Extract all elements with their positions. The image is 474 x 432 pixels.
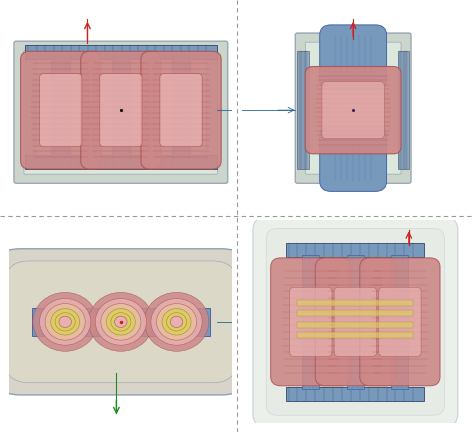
- Circle shape: [33, 292, 98, 351]
- FancyBboxPatch shape: [319, 127, 387, 191]
- Circle shape: [170, 316, 183, 327]
- Circle shape: [51, 308, 80, 335]
- FancyBboxPatch shape: [21, 51, 101, 169]
- Circle shape: [106, 308, 136, 335]
- Circle shape: [39, 299, 91, 345]
- FancyBboxPatch shape: [39, 73, 82, 147]
- FancyBboxPatch shape: [160, 73, 202, 147]
- Bar: [347, 255, 364, 389]
- FancyBboxPatch shape: [319, 25, 387, 90]
- FancyBboxPatch shape: [271, 258, 351, 386]
- FancyBboxPatch shape: [253, 216, 458, 427]
- Bar: [298, 310, 413, 316]
- Bar: [25, 55, 36, 157]
- Bar: [302, 255, 319, 389]
- Circle shape: [162, 308, 191, 335]
- Bar: [398, 51, 409, 169]
- Circle shape: [166, 313, 187, 331]
- FancyBboxPatch shape: [305, 42, 401, 174]
- Bar: [298, 51, 309, 169]
- Circle shape: [156, 304, 197, 340]
- Bar: [298, 322, 413, 328]
- Bar: [206, 55, 217, 157]
- Bar: [25, 155, 217, 169]
- Circle shape: [101, 304, 141, 340]
- FancyBboxPatch shape: [141, 51, 221, 169]
- FancyBboxPatch shape: [81, 51, 161, 169]
- Circle shape: [89, 292, 153, 351]
- Circle shape: [111, 313, 131, 331]
- FancyBboxPatch shape: [32, 308, 210, 336]
- Circle shape: [59, 316, 72, 327]
- Circle shape: [144, 292, 209, 351]
- FancyBboxPatch shape: [295, 33, 411, 183]
- FancyBboxPatch shape: [5, 261, 237, 383]
- Bar: [111, 57, 130, 157]
- Bar: [172, 57, 191, 157]
- Circle shape: [55, 313, 75, 331]
- FancyBboxPatch shape: [360, 258, 440, 386]
- FancyBboxPatch shape: [266, 229, 445, 415]
- FancyBboxPatch shape: [334, 287, 376, 356]
- Bar: [298, 332, 413, 338]
- Circle shape: [115, 316, 127, 327]
- FancyBboxPatch shape: [290, 287, 332, 356]
- Circle shape: [151, 299, 202, 345]
- Bar: [25, 45, 217, 59]
- FancyBboxPatch shape: [14, 41, 228, 183]
- Circle shape: [95, 299, 146, 345]
- Circle shape: [45, 304, 85, 340]
- Bar: [51, 57, 70, 157]
- Bar: [392, 255, 409, 389]
- FancyBboxPatch shape: [0, 249, 252, 395]
- FancyBboxPatch shape: [100, 73, 142, 147]
- Bar: [286, 243, 424, 257]
- FancyBboxPatch shape: [315, 258, 395, 386]
- FancyBboxPatch shape: [322, 82, 384, 139]
- FancyBboxPatch shape: [24, 50, 218, 174]
- Bar: [298, 300, 413, 305]
- FancyBboxPatch shape: [379, 287, 421, 356]
- FancyBboxPatch shape: [305, 67, 401, 154]
- Bar: [286, 387, 424, 401]
